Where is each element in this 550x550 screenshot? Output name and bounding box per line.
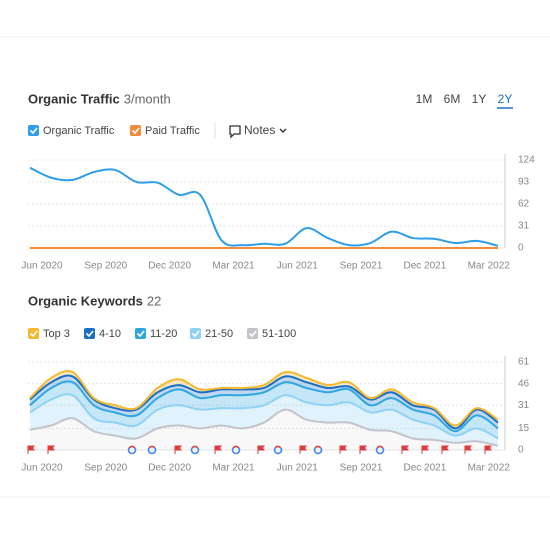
y-tick-label: 0 <box>518 445 524 456</box>
y-tick-label: 61 <box>518 357 530 368</box>
flag-marker <box>359 445 367 454</box>
notes-chevron <box>279 128 287 133</box>
google-marker-accent <box>128 445 136 449</box>
legend-checkbox[interactable] <box>247 328 258 339</box>
period-button[interactable]: 1Y <box>472 92 487 106</box>
google-marker-accent <box>376 445 384 449</box>
flag-marker <box>484 445 492 454</box>
x-tick-label: Mar 2022 <box>468 261 511 272</box>
google-marker-accent <box>148 445 156 449</box>
flag-marker <box>257 445 265 454</box>
legend-label[interactable]: 11-20 <box>150 328 177 340</box>
flag-marker <box>174 445 182 454</box>
legend-checkbox[interactable] <box>190 328 201 339</box>
y-tick-label: 93 <box>518 177 530 188</box>
legend-label[interactable]: Paid Traffic <box>145 125 200 137</box>
check-mark <box>85 330 94 338</box>
legend-label[interactable]: Top 3 <box>43 328 70 340</box>
x-tick-label: Sep 2020 <box>84 463 127 474</box>
check-mark <box>191 330 200 338</box>
flag-marker <box>214 445 222 454</box>
chart-subtitle: 22 <box>147 293 161 308</box>
legend-label[interactable]: 4-10 <box>99 328 121 340</box>
check-mark <box>248 330 257 338</box>
legend-label[interactable]: 21-50 <box>205 328 233 340</box>
legend-checkbox[interactable] <box>130 125 141 136</box>
flag-marker <box>47 445 55 454</box>
google-marker-accent <box>314 445 322 449</box>
chart-title: Organic Traffic <box>28 91 120 106</box>
y-tick-label: 0 <box>518 243 524 254</box>
flag-marker <box>299 445 307 454</box>
x-tick-label: Mar 2022 <box>468 463 511 474</box>
flag-marker <box>464 445 472 454</box>
chart-title: Organic Keywords <box>28 293 143 308</box>
notes-button[interactable]: Notes <box>244 123 275 137</box>
x-tick-label: Dec 2020 <box>148 463 191 474</box>
google-marker-accent <box>191 445 199 449</box>
y-tick-label: 46 <box>518 378 530 389</box>
x-tick-label: Jun 2021 <box>277 261 319 272</box>
flag-marker <box>339 445 347 454</box>
series-line <box>29 374 499 430</box>
series-line <box>29 166 499 247</box>
period-button[interactable]: 6M <box>444 92 461 106</box>
series-line <box>29 408 499 447</box>
google-marker-accent <box>232 445 240 449</box>
x-tick-label: Jun 2020 <box>21 261 63 272</box>
x-tick-label: Jun 2021 <box>277 463 319 474</box>
x-tick-label: Mar 2021 <box>212 261 255 272</box>
x-tick-label: Sep 2021 <box>340 261 383 272</box>
legend-checkbox[interactable] <box>28 328 39 339</box>
legend-checkbox[interactable] <box>28 125 39 136</box>
chart-subtitle: 3/month <box>124 91 171 106</box>
period-button[interactable]: 2Y <box>498 92 513 106</box>
check-mark <box>136 330 145 338</box>
x-tick-label: Dec 2021 <box>404 463 447 474</box>
check-mark <box>131 127 140 135</box>
x-tick-label: Sep 2021 <box>340 463 383 474</box>
period-button[interactable]: 1M <box>416 92 433 106</box>
y-tick-label: 31 <box>518 221 530 232</box>
x-tick-label: Dec 2020 <box>148 261 191 272</box>
google-marker-accent <box>274 445 282 449</box>
series-area <box>30 409 498 450</box>
flag-marker <box>27 445 35 454</box>
x-tick-label: Jun 2020 <box>21 463 63 474</box>
flag-marker <box>401 445 409 454</box>
x-tick-label: Sep 2020 <box>84 261 127 272</box>
flag-marker <box>421 445 429 454</box>
x-tick-label: Dec 2021 <box>404 261 447 272</box>
legend-label[interactable]: 51-100 <box>262 328 296 340</box>
y-tick-label: 124 <box>518 155 535 166</box>
y-tick-label: 31 <box>518 400 530 411</box>
series-line <box>29 393 499 440</box>
y-tick-label: 15 <box>518 423 530 434</box>
flag-marker <box>441 445 449 454</box>
check-mark <box>29 330 38 338</box>
legend-checkbox[interactable] <box>84 328 95 339</box>
legend-checkbox[interactable] <box>135 328 146 339</box>
series-line <box>29 369 499 427</box>
series-line <box>29 380 499 433</box>
legend-label[interactable]: Organic Traffic <box>43 125 115 137</box>
notes-icon <box>229 125 241 139</box>
x-tick-label: Mar 2021 <box>212 463 255 474</box>
check-mark <box>29 127 38 135</box>
y-tick-label: 62 <box>518 199 530 210</box>
